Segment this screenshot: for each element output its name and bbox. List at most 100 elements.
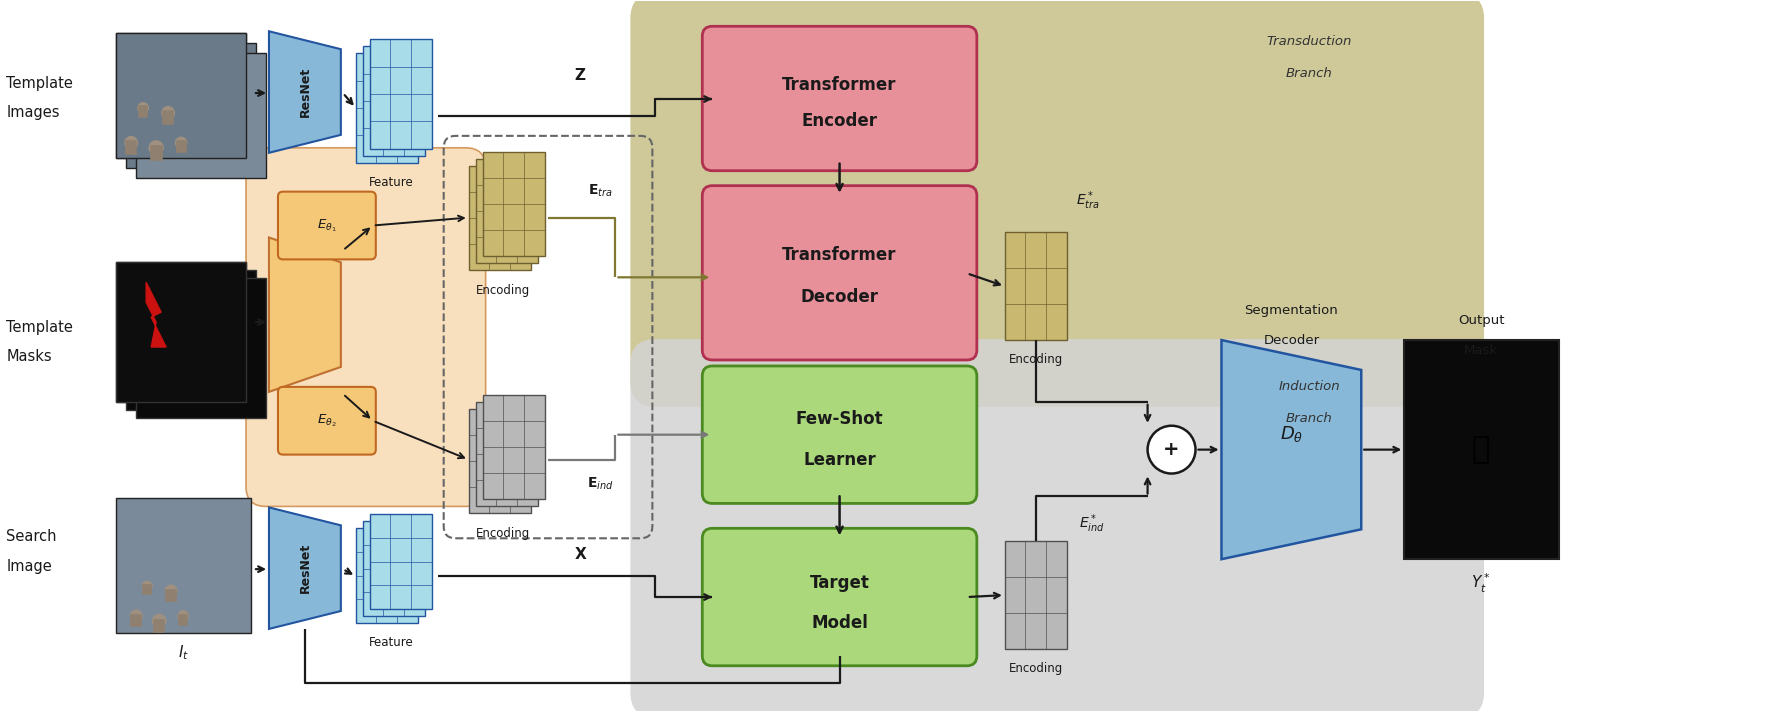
Text: Feature: Feature [369,637,413,649]
Text: Feature: Feature [369,176,413,189]
Text: ResNet: ResNet [298,543,312,593]
Bar [117,498,252,633]
Text: Masks: Masks [7,350,51,365]
Text: $\mathbf{E}_{tra}$: $\mathbf{E}_{tra}$ [588,182,613,199]
FancyBboxPatch shape [702,186,976,360]
Text: $E^*_{tra}$: $E^*_{tra}$ [1076,189,1100,212]
Bar [138,107,147,117]
Bar [167,590,175,601]
Text: Branch: Branch [1286,412,1333,425]
Text: Mask: Mask [1464,343,1497,357]
Text: Template: Template [7,75,73,90]
Text: $\mathbf{E}_{ind}$: $\mathbf{E}_{ind}$ [587,476,613,492]
Bar [117,262,246,402]
Bar [151,146,161,159]
Bar [356,53,418,163]
Bar [154,620,165,632]
Text: Encoding: Encoding [475,527,530,540]
Text: 🐙: 🐙 [1473,435,1490,464]
FancyBboxPatch shape [702,26,976,171]
Text: Encoding: Encoding [475,284,530,297]
Text: Model: Model [812,614,868,632]
Text: Transformer: Transformer [781,76,897,94]
Text: $E^*_{ind}$: $E^*_{ind}$ [1079,512,1104,535]
Bar [468,166,530,271]
FancyBboxPatch shape [702,366,976,503]
Text: $E_{\theta_1}$: $E_{\theta_1}$ [317,217,337,234]
Text: Template: Template [7,320,73,335]
Circle shape [152,614,167,627]
Text: $E_{\theta_2}$: $E_{\theta_2}$ [317,412,337,429]
Text: $\mathbf{X}$: $\mathbf{X}$ [574,546,587,562]
Bar [144,585,151,595]
Text: Images: Images [7,105,60,120]
Circle shape [149,141,163,155]
Text: Target: Target [810,574,870,592]
Bar [370,514,432,609]
Circle shape [165,585,177,597]
Circle shape [129,610,142,622]
Text: Branch: Branch [1286,67,1333,80]
Polygon shape [269,238,340,392]
Bar [117,33,246,158]
Text: Learner: Learner [803,451,875,468]
Text: Encoder: Encoder [801,112,877,130]
FancyBboxPatch shape [702,528,976,666]
Bar [1005,233,1067,340]
Polygon shape [269,31,340,153]
Bar [126,271,255,410]
Bar [179,615,188,625]
Text: Transduction: Transduction [1267,35,1352,48]
Bar [177,141,186,152]
Text: Output: Output [1458,314,1504,327]
Bar [363,46,425,156]
Text: Few-Shot: Few-Shot [796,409,884,428]
Circle shape [1148,426,1196,473]
Bar [1005,541,1067,649]
Text: Segmentation: Segmentation [1244,304,1338,317]
Bar [363,521,425,616]
Bar [117,262,246,402]
Polygon shape [1221,340,1361,559]
Bar [475,159,537,263]
Text: Image: Image [7,559,51,574]
Polygon shape [145,282,167,347]
Text: $D_\theta$: $D_\theta$ [1279,424,1302,444]
Bar [370,39,432,149]
Bar [482,395,544,499]
Circle shape [161,107,174,119]
FancyBboxPatch shape [278,387,376,455]
Text: ResNet: ResNet [298,67,312,117]
Bar [163,111,174,124]
Circle shape [142,581,152,591]
Text: Decoder: Decoder [1263,333,1320,347]
FancyBboxPatch shape [631,339,1485,712]
Bar [475,402,537,506]
Bar [468,409,530,513]
Text: $\mathbf{Z}$: $\mathbf{Z}$ [574,67,587,83]
Text: +: + [1162,440,1180,459]
Circle shape [175,137,186,148]
Bar [1403,340,1559,559]
Text: $\mathit{I}_t$: $\mathit{I}_t$ [177,644,188,662]
Text: Search: Search [7,529,57,544]
Text: Encoding: Encoding [1008,662,1063,675]
Bar [131,615,142,626]
Bar [126,43,255,168]
Bar [482,152,544,256]
Circle shape [177,611,188,621]
Circle shape [124,137,138,149]
Text: $Y^*_t$: $Y^*_t$ [1471,572,1490,595]
Text: Induction: Induction [1279,380,1340,393]
Text: Transformer: Transformer [781,246,897,264]
FancyBboxPatch shape [278,192,376,259]
Bar [136,278,266,418]
Text: Encoding: Encoding [1008,353,1063,367]
Circle shape [138,103,149,113]
Bar [136,53,266,178]
FancyBboxPatch shape [631,0,1485,407]
Bar [117,33,246,158]
Bar [126,141,136,154]
Text: Decoder: Decoder [801,288,879,306]
Bar [356,528,418,623]
